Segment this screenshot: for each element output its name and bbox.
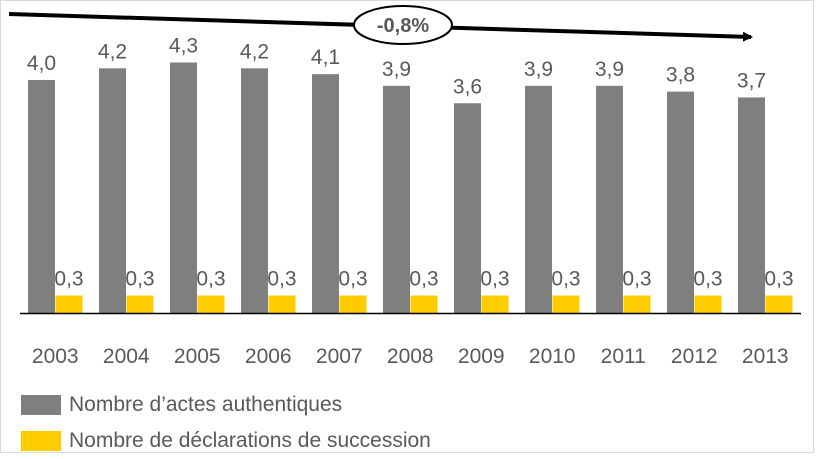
x-tick-2008: 2008 xyxy=(387,345,434,368)
x-tick-2011: 2011 xyxy=(601,345,646,368)
bar-actes-2008 xyxy=(383,85,410,313)
legend-item-actes: Nombre d’actes authentiques xyxy=(21,387,431,423)
trend-annotation-bubble xyxy=(353,5,453,45)
chart-legend: Nombre d’actes authentiques Nombre de dé… xyxy=(21,387,431,459)
value-label-actes-2008: 3,9 xyxy=(382,58,411,81)
value-label-actes-2011: 3,9 xyxy=(595,58,624,81)
bar-actes-2004 xyxy=(99,68,126,313)
value-label-declarations-2007: 0,3 xyxy=(338,268,367,291)
legend-swatch-actes xyxy=(21,395,61,415)
value-label-actes-2009: 3,6 xyxy=(453,75,482,98)
chart-canvas: -0,8% 4,0 0,3 4,2 0,3 4,3 0,3 4,2 0,3 4,1 0,3 3,9 0… xyxy=(8,5,801,368)
x-tick-2013: 2013 xyxy=(742,345,789,368)
value-label-actes-2003: 4,0 xyxy=(27,52,56,75)
bar-actes-2012 xyxy=(667,91,694,313)
bar-actes-2005 xyxy=(170,62,197,314)
bar-declarations-2003 xyxy=(55,295,83,313)
x-tick-2007: 2007 xyxy=(316,345,363,368)
trend-annotation-label: -0,8% xyxy=(377,15,429,37)
bar-actes-2003 xyxy=(28,79,55,314)
value-label-declarations-2003: 0,3 xyxy=(54,268,83,291)
legend-label-actes: Nombre d’actes authentiques xyxy=(69,393,343,416)
x-tick-2006: 2006 xyxy=(245,345,292,368)
value-label-declarations-2013: 0,3 xyxy=(764,268,793,291)
bar-declarations-2010 xyxy=(552,295,580,313)
bar-actes-2009 xyxy=(454,103,481,314)
bar-declarations-2007 xyxy=(339,295,367,313)
x-tick-2005: 2005 xyxy=(174,345,221,368)
bar-declarations-2011 xyxy=(623,295,651,313)
bar-actes-2007 xyxy=(312,74,339,313)
legend-item-declarations: Nombre de déclarations de succession xyxy=(21,423,431,459)
x-tick-2012: 2012 xyxy=(671,345,718,368)
value-label-declarations-2010: 0,3 xyxy=(551,268,580,291)
value-label-declarations-2009: 0,3 xyxy=(480,268,509,291)
bar-actes-2006 xyxy=(241,68,268,313)
bar-actes-2010 xyxy=(525,85,552,313)
bar-actes-2011 xyxy=(596,85,623,313)
value-label-actes-2006: 4,2 xyxy=(240,40,269,63)
bar-declarations-2006 xyxy=(268,295,296,313)
bar-declarations-2004 xyxy=(126,295,154,313)
value-label-declarations-2008: 0,3 xyxy=(409,268,438,291)
value-label-declarations-2005: 0,3 xyxy=(196,268,225,291)
value-label-actes-2004: 4,2 xyxy=(98,40,127,63)
value-label-actes-2005: 4,3 xyxy=(169,34,198,57)
value-label-actes-2013: 3,7 xyxy=(737,69,766,92)
value-label-declarations-2004: 0,3 xyxy=(125,268,154,291)
value-label-declarations-2006: 0,3 xyxy=(267,268,296,291)
bar-declarations-2013 xyxy=(765,295,793,313)
value-label-declarations-2011: 0,3 xyxy=(622,268,651,291)
value-label-actes-2012: 3,8 xyxy=(666,64,695,87)
bar-declarations-2005 xyxy=(197,295,225,313)
bar-declarations-2009 xyxy=(481,295,509,313)
x-tick-2010: 2010 xyxy=(529,345,576,368)
x-tick-2003: 2003 xyxy=(32,345,79,368)
value-label-actes-2007: 4,1 xyxy=(311,46,340,69)
value-label-actes-2010: 3,9 xyxy=(524,58,553,81)
x-tick-2009: 2009 xyxy=(458,345,505,368)
bar-declarations-2012 xyxy=(694,295,722,313)
x-tick-2004: 2004 xyxy=(103,345,150,368)
legend-label-declarations: Nombre de déclarations de succession xyxy=(69,429,431,452)
legend-swatch-declarations xyxy=(21,431,61,451)
bar-actes-2013 xyxy=(738,97,765,313)
bar-declarations-2008 xyxy=(410,295,438,313)
value-label-declarations-2012: 0,3 xyxy=(693,268,722,291)
